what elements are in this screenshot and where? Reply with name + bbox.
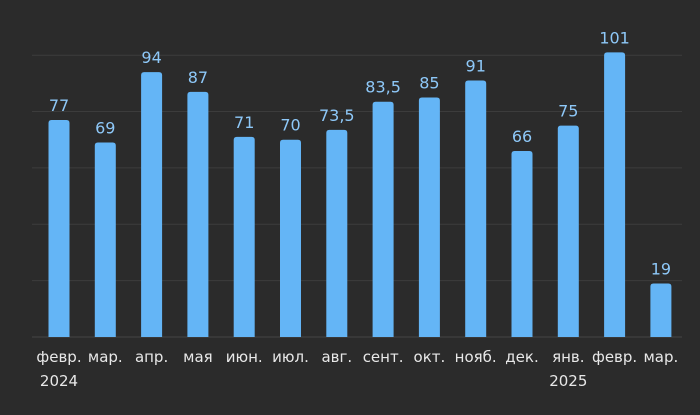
year-label: 2025 [549,372,587,390]
bar [650,283,672,337]
bar [557,125,579,338]
value-label: 77 [49,96,69,115]
bar [48,120,70,337]
bar [604,52,626,338]
x-tick-label: июн. [226,348,263,366]
value-label: 94 [141,48,161,67]
value-label: 85 [419,73,439,92]
x-tick-label: нояб. [455,348,497,366]
value-label: 91 [466,57,486,76]
value-label: 69 [95,119,115,138]
value-label: 87 [188,68,208,87]
x-tick-label: июл. [272,348,309,366]
year-label: 2024 [40,372,78,390]
bar [465,80,487,337]
x-tick-label: янв. [552,348,584,366]
x-tick-label: сент. [363,348,404,366]
bar [280,139,301,337]
bar [141,72,163,337]
bar [511,151,533,337]
bar [233,136,255,337]
bar [372,101,394,338]
x-tick-label: мар. [88,348,123,366]
x-tick-label: февр. [592,348,637,366]
value-label: 66 [512,127,532,146]
x-tick-label: окт. [414,348,446,366]
x-tick-label: мар. [643,348,678,366]
bar [326,129,348,337]
value-label: 73,5 [319,106,355,125]
x-tick-label: дек. [505,348,538,366]
x-tick-label: авг. [321,348,352,366]
bar [418,97,440,337]
value-label: 71 [234,113,254,132]
value-label: 83,5 [365,78,401,97]
value-label: 70 [280,116,300,135]
value-label: 19 [651,259,671,278]
value-label: 101 [599,28,630,47]
x-tick-label: мая [183,348,213,366]
value-label: 75 [558,102,578,121]
bar [187,91,209,337]
bar [94,142,116,337]
x-tick-label: апр. [135,348,168,366]
x-tick-label: февр. [36,348,81,366]
